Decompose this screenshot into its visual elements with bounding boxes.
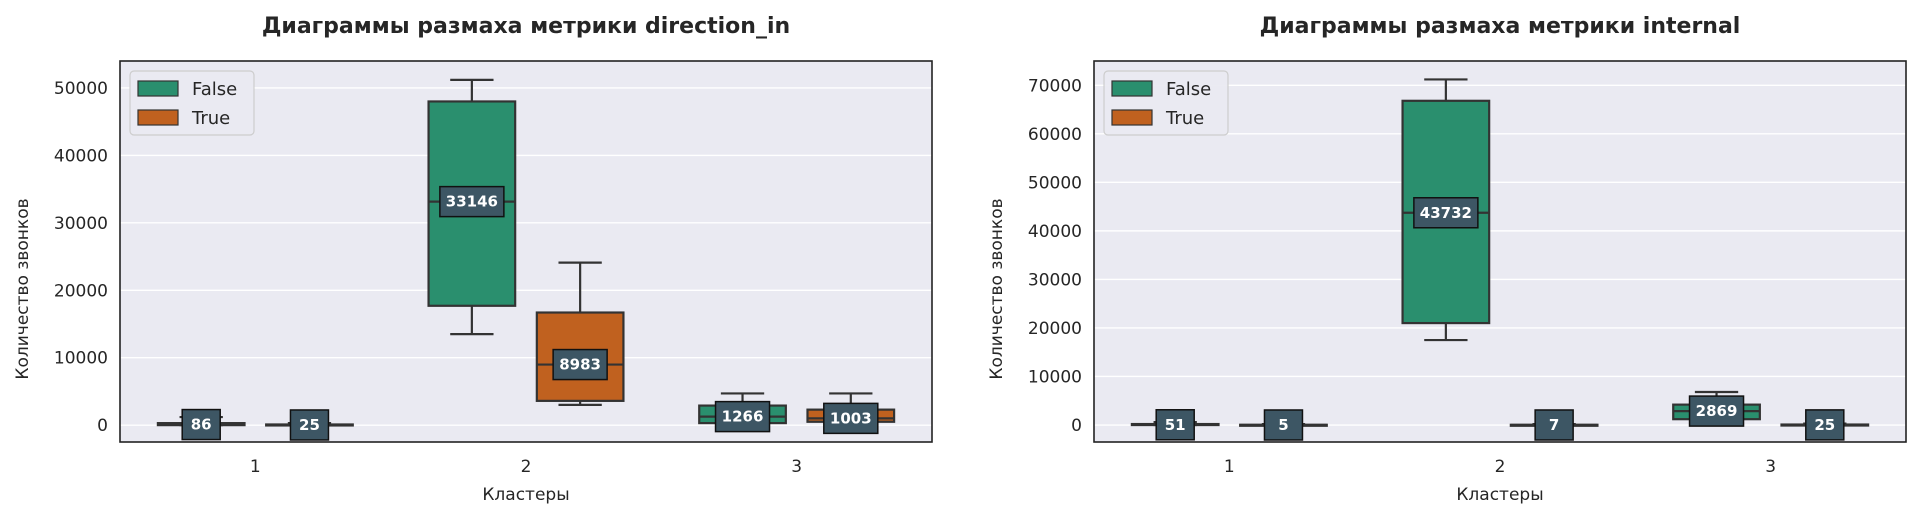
y-tick-label: 30000 xyxy=(1028,270,1082,290)
legend-swatch xyxy=(1111,80,1153,97)
median-label-box xyxy=(1263,409,1304,441)
plot-background xyxy=(120,61,932,442)
x-tick-label: 2 xyxy=(1495,457,1506,477)
median-label-box xyxy=(1805,409,1845,441)
median-label-box xyxy=(1688,395,1745,427)
plot-area: 0 10000 20000 30000 40000 50000 60000 70000 1 2 3 5… xyxy=(1028,60,1907,477)
median-label-text: 33146 xyxy=(446,193,498,211)
median-label: 2869 xyxy=(1688,395,1745,427)
y-tick-label: 0 xyxy=(97,416,108,436)
y-tick-label: 20000 xyxy=(1028,319,1082,339)
median-label: 86 xyxy=(181,408,221,441)
median-label-text: 86 xyxy=(191,416,212,434)
median-label: 8983 xyxy=(552,348,608,381)
median-label: 5 xyxy=(1263,409,1304,441)
median-label-box xyxy=(823,402,879,435)
y-axis-label: Количество звонков xyxy=(13,198,33,379)
y-tick-label: 30000 xyxy=(54,214,108,234)
y-tick-label: 20000 xyxy=(54,281,108,301)
x-tick-label: 2 xyxy=(521,457,532,477)
x-tick-label: 1 xyxy=(1224,457,1235,477)
chart-title: Диаграммы размаха метрики direction_in xyxy=(262,14,790,39)
plot-area: 0 10000 20000 30000 40000 50000 1 2 3 86 33146 1266… xyxy=(54,60,933,477)
median-label-text: 1266 xyxy=(722,408,764,426)
median-label: 7 xyxy=(1534,409,1574,441)
x-tick-label: 3 xyxy=(791,457,802,477)
median-label-box xyxy=(1534,409,1574,441)
legend-label: True xyxy=(1165,108,1204,129)
y-tick-label: 40000 xyxy=(54,146,108,166)
legend: False True xyxy=(1103,70,1229,136)
y-tick-label: 70000 xyxy=(1028,76,1082,96)
x-axis-label: Кластеры xyxy=(1456,485,1543,505)
median-label-box xyxy=(181,408,221,441)
legend-swatch xyxy=(137,109,179,126)
median-label-text: 43732 xyxy=(1420,204,1472,222)
y-axis-label: Количество звонков xyxy=(987,198,1007,379)
median-label: 1266 xyxy=(714,400,771,433)
plot-background xyxy=(1094,61,1906,442)
y-tick-label: 50000 xyxy=(54,79,108,99)
chart-right: Диаграммы размаха метрики internal Класт… xyxy=(987,14,1907,505)
y-tick-label: 60000 xyxy=(1028,125,1082,145)
y-tick-label: 10000 xyxy=(1028,367,1082,387)
legend-swatch xyxy=(137,80,179,97)
x-axis-label: Кластеры xyxy=(482,485,569,505)
median-label-text: 51 xyxy=(1165,416,1186,434)
median-label-box xyxy=(714,400,771,433)
median-label: 25 xyxy=(1805,409,1845,441)
median-label-text: 25 xyxy=(1814,416,1835,434)
x-tick-label: 3 xyxy=(1765,457,1776,477)
median-label: 25 xyxy=(289,409,330,441)
chart-left: Диаграммы размаха метрики direction_in К… xyxy=(13,14,933,505)
plot-frame xyxy=(119,60,933,443)
x-tick-label: 1 xyxy=(250,457,261,477)
median-label-box xyxy=(289,409,330,441)
legend-label: False xyxy=(192,79,237,100)
median-label-text: 2869 xyxy=(1696,402,1738,420)
y-tick-label: 50000 xyxy=(1028,173,1082,193)
median-label-text: 5 xyxy=(1278,416,1288,434)
median-label: 51 xyxy=(1155,409,1195,441)
median-label-box xyxy=(1413,197,1479,229)
median-label-box xyxy=(1155,409,1195,441)
median-label-box xyxy=(552,348,608,381)
median-label: 43732 xyxy=(1413,197,1479,229)
median-label-text: 7 xyxy=(1549,416,1559,434)
median-label-text: 1003 xyxy=(830,409,872,427)
median-label-box xyxy=(439,185,505,218)
median-label: 33146 xyxy=(439,185,505,218)
plot-frame xyxy=(1093,60,1907,443)
median-label-text: 8983 xyxy=(559,356,601,374)
legend: False True xyxy=(129,70,255,136)
y-tick-label: 10000 xyxy=(54,349,108,369)
y-tick-label: 0 xyxy=(1071,416,1082,436)
median-label: 1003 xyxy=(823,402,879,435)
y-tick-label: 40000 xyxy=(1028,222,1082,242)
median-label-text: 25 xyxy=(299,416,320,434)
legend-label: False xyxy=(1166,79,1211,100)
chart-title: Диаграммы размаха метрики internal xyxy=(1260,14,1741,39)
legend-swatch xyxy=(1111,109,1153,126)
legend-label: True xyxy=(191,108,230,129)
